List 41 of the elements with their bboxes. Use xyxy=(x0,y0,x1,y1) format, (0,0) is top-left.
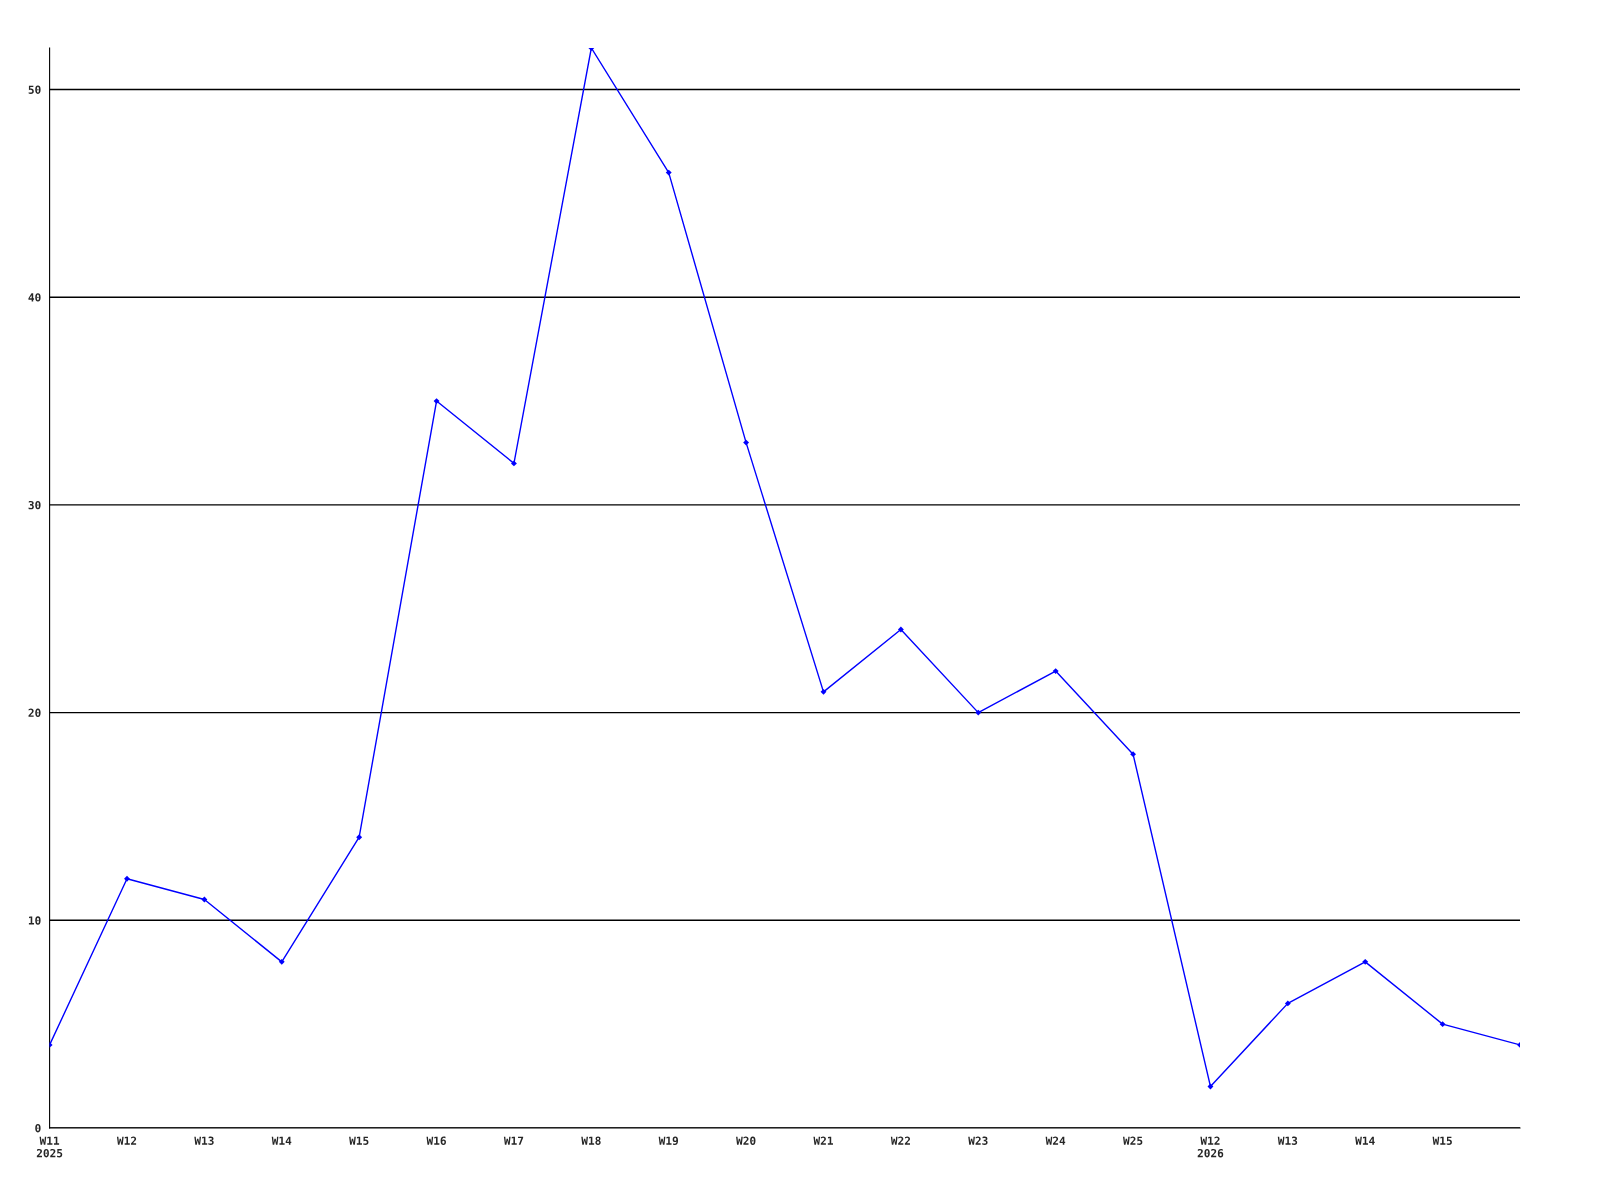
x-tick-label: W20 xyxy=(736,1136,756,1145)
point xyxy=(897,626,904,633)
x-tick-label: W17 xyxy=(503,1136,524,1145)
x-tick-label: W19 xyxy=(658,1136,679,1145)
x-tick-label: W18 xyxy=(581,1136,601,1145)
x-tick-label: W12 xyxy=(116,1136,137,1145)
point xyxy=(1052,668,1059,675)
x-tick-label: W25 xyxy=(1123,1136,1143,1145)
x-tick-label: W13 xyxy=(194,1136,214,1145)
point xyxy=(665,169,672,176)
y-tick-label: 50 xyxy=(28,85,41,94)
point xyxy=(278,958,285,965)
x-tick-label: W16 xyxy=(426,1136,446,1145)
x-tick-label: W15 xyxy=(1432,1136,1452,1145)
point xyxy=(124,875,130,882)
y-tick-label: 20 xyxy=(28,708,41,717)
x-tick-label: W15 xyxy=(349,1136,369,1145)
x-tick-label: W22 xyxy=(890,1136,910,1145)
y-tick-label: 10 xyxy=(28,916,41,925)
point xyxy=(510,460,517,467)
point xyxy=(433,398,440,405)
point xyxy=(1362,958,1369,965)
y-tick-label: 30 xyxy=(28,500,41,510)
x-tick-label: W23 xyxy=(968,1136,988,1145)
x-tick-label: W13 xyxy=(1277,1136,1298,1145)
point xyxy=(820,688,827,695)
x-tick-label: W24 xyxy=(1045,1136,1066,1145)
x-tick-label: W14 xyxy=(271,1136,292,1145)
point xyxy=(356,834,363,841)
y-tick-label: 40 xyxy=(28,293,41,302)
point xyxy=(201,896,208,903)
point xyxy=(1130,751,1136,758)
x-tick-label: W14 xyxy=(1355,1136,1375,1145)
x-tick-label: W11 2025 xyxy=(36,1136,63,1158)
x-tick-label: W12 2026 xyxy=(1197,1136,1224,1158)
point xyxy=(1439,1021,1446,1028)
point xyxy=(1284,1000,1291,1007)
point xyxy=(975,709,982,716)
point xyxy=(743,439,750,446)
x-tick-label: W21 xyxy=(813,1136,833,1145)
y-tick-label: 0 xyxy=(35,1123,41,1133)
